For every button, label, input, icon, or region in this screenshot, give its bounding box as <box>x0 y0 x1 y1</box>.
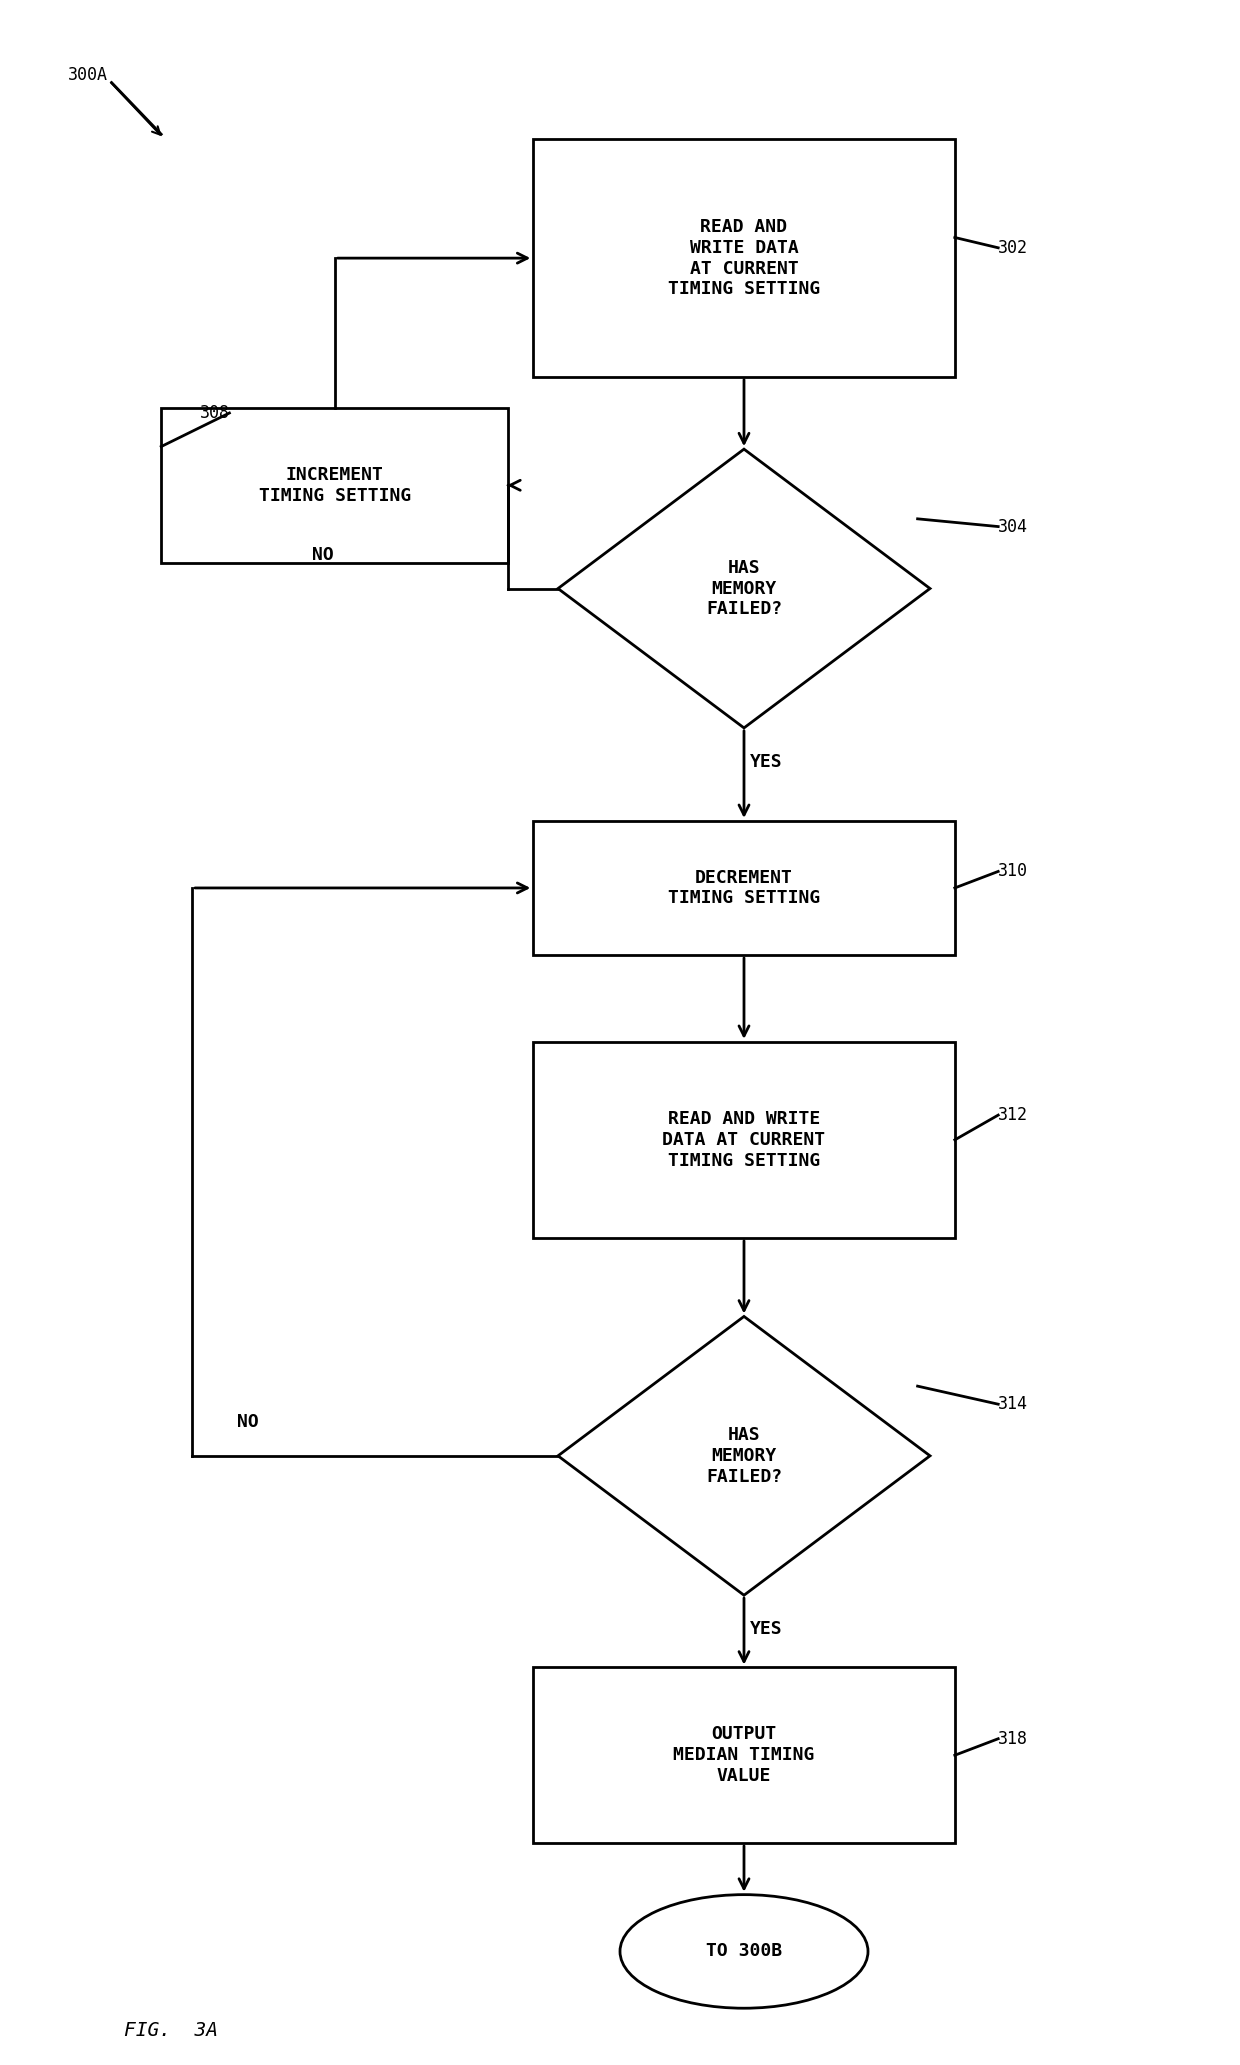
Text: NO: NO <box>311 545 334 564</box>
Text: READ AND
WRITE DATA
AT CURRENT
TIMING SETTING: READ AND WRITE DATA AT CURRENT TIMING SE… <box>668 219 820 297</box>
Text: 318: 318 <box>998 1730 1028 1747</box>
Ellipse shape <box>620 1896 868 2007</box>
Text: 312: 312 <box>998 1107 1028 1123</box>
Text: 302: 302 <box>998 240 1028 256</box>
Text: 300A: 300A <box>68 66 108 85</box>
Text: 308: 308 <box>200 405 229 421</box>
Text: FIG.  3A: FIG. 3A <box>124 2022 218 2040</box>
FancyBboxPatch shape <box>533 822 955 956</box>
Text: OUTPUT
MEDIAN TIMING
VALUE: OUTPUT MEDIAN TIMING VALUE <box>673 1726 815 1784</box>
FancyBboxPatch shape <box>533 140 955 378</box>
Text: READ AND WRITE
DATA AT CURRENT
TIMING SETTING: READ AND WRITE DATA AT CURRENT TIMING SE… <box>662 1111 826 1169</box>
Text: INCREMENT
TIMING SETTING: INCREMENT TIMING SETTING <box>259 467 410 504</box>
Text: 304: 304 <box>998 518 1028 535</box>
Polygon shape <box>558 450 930 729</box>
Text: NO: NO <box>237 1412 259 1431</box>
Text: YES: YES <box>750 1621 782 1638</box>
Polygon shape <box>558 1317 930 1596</box>
Text: HAS
MEMORY
FAILED?: HAS MEMORY FAILED? <box>706 1427 782 1485</box>
Text: 314: 314 <box>998 1396 1028 1412</box>
FancyBboxPatch shape <box>533 1669 955 1844</box>
Text: DECREMENT
TIMING SETTING: DECREMENT TIMING SETTING <box>668 869 820 907</box>
Text: 310: 310 <box>998 863 1028 880</box>
Text: YES: YES <box>750 754 782 770</box>
FancyBboxPatch shape <box>161 409 508 564</box>
Text: HAS
MEMORY
FAILED?: HAS MEMORY FAILED? <box>706 560 782 617</box>
Text: TO 300B: TO 300B <box>706 1943 782 1960</box>
FancyBboxPatch shape <box>533 1043 955 1239</box>
